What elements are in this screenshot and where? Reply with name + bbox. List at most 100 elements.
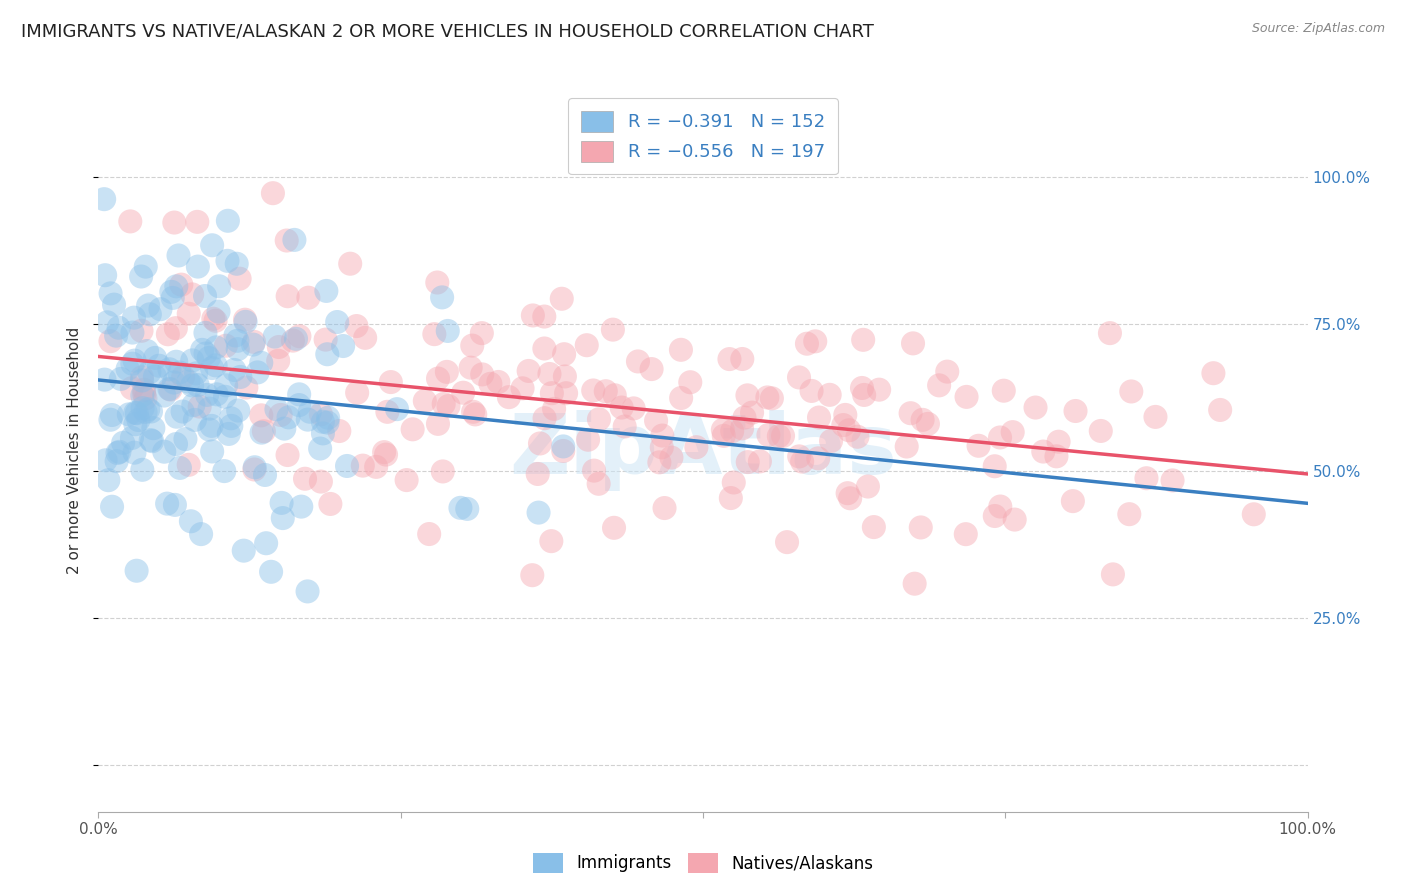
Point [433,397,456,411]
Point [731,351,754,366]
Point [297,291,319,305]
Point [418,527,440,541]
Point [818,388,841,402]
Point [135,260,157,274]
Point [131,324,153,338]
Point [131,374,153,388]
Point [288,398,311,412]
Point [134,387,156,401]
Point [911,413,934,427]
Point [910,520,932,534]
Point [194,346,217,360]
Point [172,404,194,418]
Point [159,362,181,376]
Point [184,413,207,427]
Point [748,454,770,468]
Point [121,357,143,371]
Point [169,366,191,380]
Point [863,520,886,534]
Point [156,497,179,511]
Point [174,432,197,446]
Point [288,329,311,343]
Point [486,375,509,389]
Point [533,411,555,425]
Point [217,214,239,228]
Point [226,334,249,348]
Point [112,435,135,450]
Point [846,430,869,444]
Point [352,458,374,473]
Point [165,437,187,451]
Point [131,401,153,416]
Point [967,439,990,453]
Point [262,186,284,201]
Point [202,311,225,326]
Point [669,391,692,405]
Point [640,362,662,376]
Point [190,527,212,541]
Point [319,497,342,511]
Point [808,410,831,425]
Point [136,402,159,417]
Point [121,326,143,340]
Point [235,380,257,394]
Point [204,314,226,328]
Point [741,406,763,420]
Point [226,342,249,356]
Point [436,324,458,338]
Point [201,238,224,252]
Point [97,473,120,487]
Point [283,233,305,247]
Point [316,410,339,425]
Point [120,214,142,228]
Point [267,340,290,354]
Point [315,333,337,347]
Point [134,392,156,406]
Point [377,405,399,419]
Point [131,370,153,384]
Point [375,448,398,462]
Point [800,384,823,398]
Point [188,400,211,414]
Point [266,402,288,417]
Point [103,298,125,312]
Point [436,365,458,379]
Point [654,501,676,516]
Point [737,455,759,469]
Point [1121,384,1143,399]
Point [734,410,756,425]
Text: Source: ZipAtlas.com: Source: ZipAtlas.com [1251,22,1385,36]
Point [309,442,332,456]
Point [235,315,257,329]
Point [208,279,231,293]
Point [479,376,502,391]
Point [187,260,209,274]
Point [105,328,128,343]
Point [148,359,170,373]
Point [373,445,395,459]
Point [955,390,977,404]
Point [162,291,184,305]
Point [834,408,856,422]
Point [96,315,118,329]
Point [139,307,162,321]
Point [627,354,650,368]
Point [526,467,548,481]
Point [142,421,165,435]
Point [1064,404,1087,418]
Point [214,390,236,404]
Point [121,381,143,395]
Point [163,498,186,512]
Point [787,450,810,464]
Point [339,257,361,271]
Point [186,367,208,381]
Point [820,434,842,448]
Point [588,412,610,426]
Point [309,407,332,421]
Point [94,453,117,467]
Point [426,276,449,290]
Point [270,496,292,510]
Point [426,417,449,431]
Point [108,445,131,459]
Point [380,375,402,389]
